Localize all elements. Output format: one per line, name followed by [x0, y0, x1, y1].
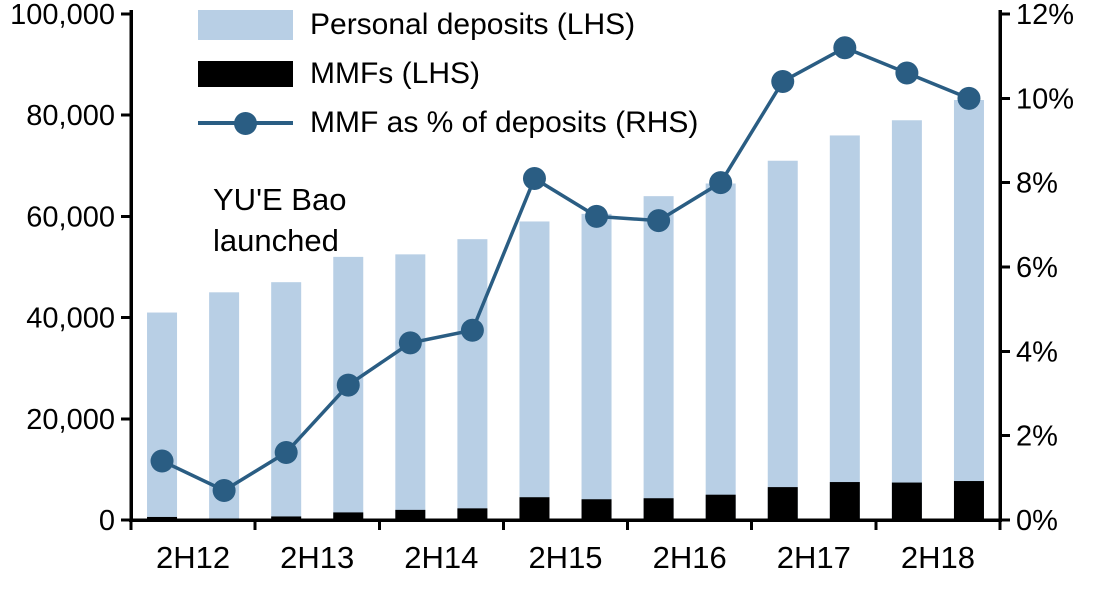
x-axis-tick-label: 2H17: [777, 540, 851, 575]
mmf-swatch: [198, 61, 293, 87]
mmf-bar: [457, 508, 488, 520]
mmf-bar: [519, 497, 550, 520]
right-axis-tick-label: 4%: [1016, 336, 1058, 368]
right-axis-tick-label: 0%: [1016, 505, 1058, 537]
mmf-pct-marker: [833, 36, 857, 60]
left-axis-tick-label: 60,000: [26, 201, 115, 233]
legend-item-personal-deposits: Personal deposits (LHS): [198, 4, 698, 46]
legend-label-mmfs: MMFs (LHS): [310, 57, 480, 90]
annotation-line-2: launched: [213, 222, 339, 258]
x-axis-tick-label: 2H18: [901, 540, 975, 575]
legend-label-mmf-pct: MMF as % of deposits (RHS): [310, 106, 699, 139]
left-axis-tick-label: 100,000: [10, 0, 115, 31]
mmf-pct-marker: [522, 166, 546, 190]
x-axis-tick-label: 2H15: [528, 540, 602, 575]
mmf-pct-marker: [460, 318, 484, 342]
mmf-bar: [829, 482, 860, 520]
right-axis-tick-label: 10%: [1016, 83, 1074, 115]
personal-deposits-bar: [891, 120, 922, 520]
x-axis-tick-label: 2H13: [280, 540, 354, 575]
right-axis-tick-label: 12%: [1016, 0, 1074, 31]
mmf-pct-marker: [585, 204, 609, 228]
legend-item-mmf-pct: MMF as % of deposits (RHS): [198, 102, 698, 144]
mmf-pct-marker: [647, 209, 671, 233]
mmf-bar: [891, 482, 922, 520]
personal-deposits-bar: [829, 135, 860, 520]
mmf-bar: [953, 481, 984, 520]
left-axis-tick-label: 80,000: [26, 100, 115, 132]
mmf-pct-marker: [771, 69, 795, 93]
line-swatch-marker: [234, 112, 257, 135]
legend-label-personal-deposits: Personal deposits (LHS): [310, 8, 636, 41]
personal-deposits-bar: [767, 160, 798, 521]
annotation-line-1: YU'E Bao: [213, 182, 347, 217]
right-axis-tick-label: 2%: [1016, 421, 1058, 453]
mmf-bar: [333, 512, 364, 520]
mmf-pct-marker: [709, 171, 733, 195]
personal-deposits-bar: [147, 312, 178, 520]
personal-deposits-bar: [643, 196, 674, 520]
mmf-pct-marker: [212, 478, 236, 502]
x-axis-tick-label: 2H14: [404, 540, 478, 575]
left-axis-tick-label: 20,000: [26, 404, 115, 436]
mmf-pct-marker: [336, 373, 360, 397]
mmf-bar: [705, 494, 736, 520]
mmf-pct-marker: [895, 61, 919, 85]
personal-deposits-bar: [581, 213, 612, 520]
mmf-bar: [767, 487, 798, 520]
mmf-pct-marker: [274, 441, 298, 465]
personal-deposits-bar: [271, 282, 302, 520]
right-axis-tick-label: 6%: [1016, 252, 1058, 284]
mmf-bar: [271, 516, 302, 520]
x-axis-tick-label: 2H16: [653, 540, 727, 575]
right-axis-tick-label: 8%: [1016, 168, 1058, 200]
left-axis-tick-label: 0: [99, 505, 115, 537]
mmf-pct-marker: [398, 331, 422, 355]
personal-deposits-bar: [457, 239, 488, 521]
legend: Personal deposits (LHS) MMFs (LHS) MMF a…: [198, 4, 698, 144]
left-axis-tick-label: 40,000: [26, 303, 115, 335]
mmf-bar: [643, 498, 674, 520]
personal-deposits-bar: [395, 254, 426, 520]
mmf-pct-marker: [150, 449, 174, 473]
annotation-yue-bao-launched: YU'E Bao launched: [213, 180, 346, 262]
mmf-pct-line-swatch: [198, 108, 293, 138]
legend-item-mmfs: MMFs (LHS): [198, 53, 698, 95]
personal-deposits-bar: [519, 221, 550, 520]
mmf-bar: [395, 509, 426, 520]
mmf-bar: [581, 499, 612, 520]
personal-deposits-bar: [705, 183, 736, 520]
personal-deposits-bar: [953, 100, 984, 521]
personal-deposits-swatch: [198, 10, 293, 40]
mmf-pct-line: [161, 45, 970, 493]
x-axis-tick-label: 2H12: [156, 540, 230, 575]
mmf-pct-marker: [957, 86, 981, 110]
